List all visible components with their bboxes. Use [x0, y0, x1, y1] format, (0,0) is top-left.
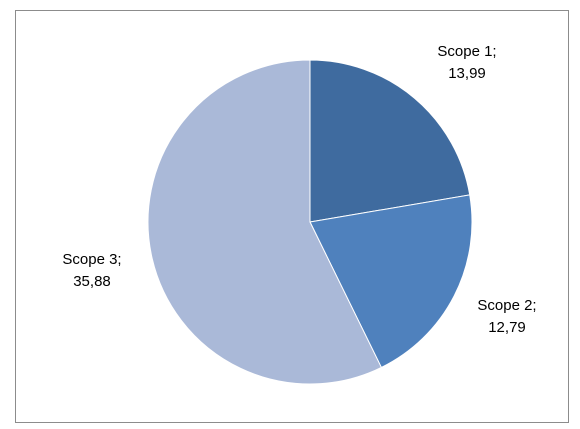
slice-label-name-scope-2: Scope 2;	[477, 297, 536, 314]
slice-label-name-scope-1: Scope 1;	[437, 43, 496, 60]
slice-label-value-scope-1: 13,99	[448, 65, 486, 82]
slice-label-value-scope-3: 35,88	[73, 273, 111, 290]
pie-slice-scope-2	[309, 194, 473, 369]
pie-slices	[147, 59, 473, 385]
pie-slice-scope-3	[147, 59, 383, 385]
slice-label-value-scope-2: 12,79	[488, 319, 526, 336]
pie-slice-scope-1	[309, 59, 471, 223]
slice-label-name-scope-3: Scope 3;	[62, 251, 121, 268]
